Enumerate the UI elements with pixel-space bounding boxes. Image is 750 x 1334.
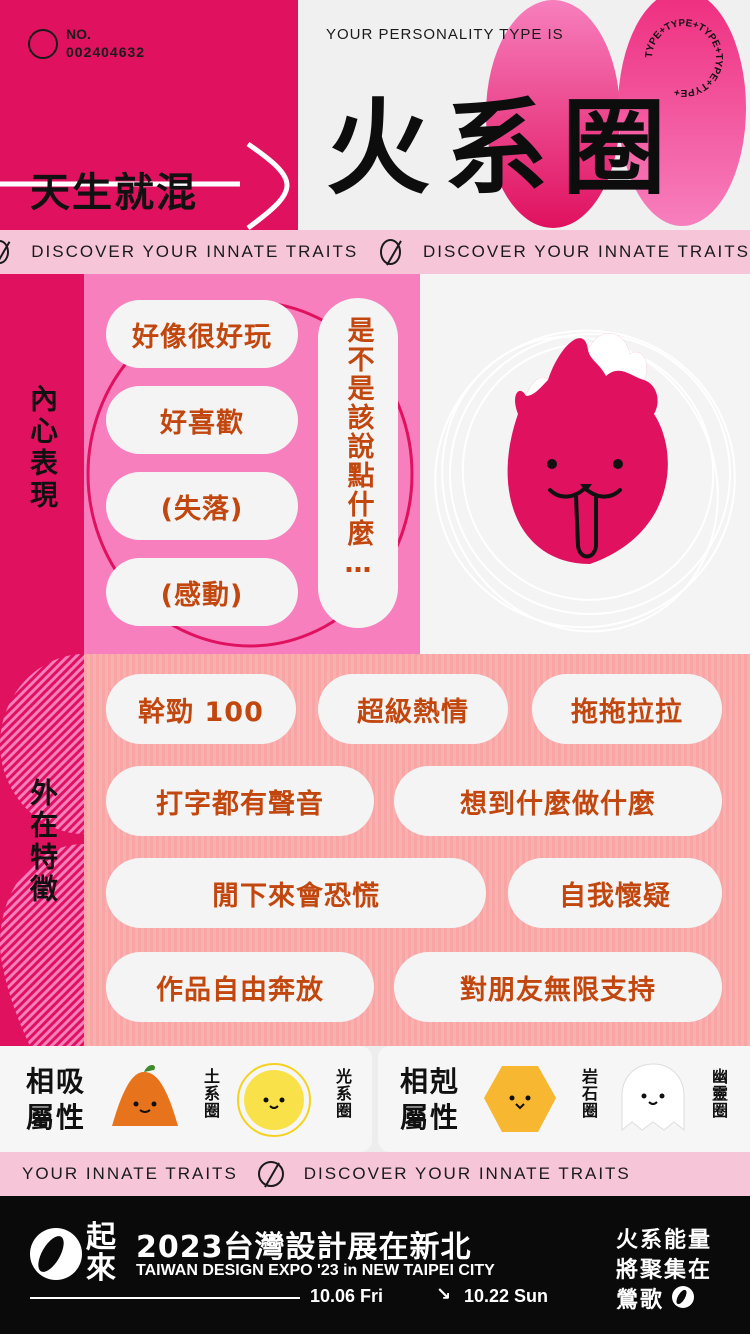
personality-caption: YOUR PERSONALITY TYPE IS xyxy=(326,26,564,43)
type-badge-icon: TYPE+TYPE+TYPE+TYPE+TYPE+ xyxy=(644,18,724,98)
inner-vertical-pill: 是不是該說點什麼… xyxy=(318,298,398,628)
type-title: 火系圈 xyxy=(326,87,681,209)
date-start: 10.06 Fri xyxy=(310,1286,384,1306)
number-value: 002404632 xyxy=(66,44,146,60)
inner-pill-3: (失落) xyxy=(106,472,298,540)
expo-title: 2023台灣設計展在新北 xyxy=(136,1230,472,1265)
inner-section-label: 內心表現 xyxy=(26,384,59,512)
swoosh-arrow-icon xyxy=(0,141,290,230)
footer: 起來 2023台灣設計展在新北 TAIWAN DESIGN EXPO '23 i… xyxy=(0,1196,750,1334)
inner-section: 內心表現 好像很好玩 好喜歡 (失落) (感動) 是不是該說點什麼… xyxy=(0,274,750,654)
inner-pill-1: 好像很好玩 xyxy=(106,300,298,368)
attract-item-1: 土系圈 xyxy=(201,1068,220,1119)
marquee-top-text-2: DISCOVER YOUR INNATE TRAITS xyxy=(423,242,750,261)
rock-mascot-icon xyxy=(484,1066,556,1132)
slash-circle-icon xyxy=(380,239,403,266)
outer-pill-4: 打字都有聲音 xyxy=(106,766,374,836)
tagline-line-3: 鶯歌 xyxy=(616,1288,665,1313)
outer-section-label: 外在特徵 xyxy=(26,778,59,906)
tagline-line-1: 火系能量 xyxy=(616,1228,713,1253)
number-label: NO. xyxy=(66,26,91,42)
header: NO. 002404632 天生就混 TYPE+TYPE+TYPE+TYPE+T… xyxy=(0,0,750,230)
marquee-bottom-text-1: YOUR INNATE TRAITS xyxy=(22,1164,238,1183)
inner-pill-4: (感動) xyxy=(106,558,298,626)
outer-pill-1: 幹勁 100 xyxy=(106,674,296,744)
marquee-top-text-1: DISCOVER YOUR INNATE TRAITS xyxy=(31,242,359,261)
outer-pill-7: 自我懷疑 xyxy=(508,858,722,928)
outer-pill-6: 閒下來會恐慌 xyxy=(106,858,486,928)
slash-circle-icon xyxy=(0,240,11,265)
compat-section: 相吸屬性 土系圈 光系圈 相剋屬性 岩石圈 幽靈圈 xyxy=(0,1046,750,1152)
date-end: 10.22 Sun xyxy=(464,1286,549,1306)
inner-pill-2: 好喜歡 xyxy=(106,386,298,454)
tagline-line-2: 將聚集在 xyxy=(616,1258,713,1283)
expo-subtitle: TAIWAN DESIGN EXPO '23 in NEW TAIPEI CIT… xyxy=(136,1262,495,1279)
date-arrow-icon: ↘ xyxy=(436,1284,452,1305)
marquee-top: DISCOVER YOUR INNATE TRAITS DISCOVER YOU… xyxy=(0,230,750,274)
repel-label: 相剋屬性 xyxy=(400,1065,461,1134)
left-title: 天生就混 xyxy=(30,170,198,216)
repel-item-2: 幽靈圈 xyxy=(709,1068,728,1119)
earth-mascot-icon xyxy=(112,1065,178,1126)
svg-text:TYPE+TYPE+TYPE+TYPE+TYPE+: TYPE+TYPE+TYPE+TYPE+TYPE+ xyxy=(644,18,724,98)
attract-item-2: 光系圈 xyxy=(333,1068,352,1119)
outer-pill-3: 拖拖拉拉 xyxy=(532,674,722,744)
outer-section: 外在特徵 幹勁 100 超級熱情 拖拖拉拉 打字都有聲音 想到什麼做什麼 閒下來… xyxy=(0,654,750,1046)
outer-pill-9: 對朋友無限支持 xyxy=(394,952,722,1022)
outer-pill-2: 超級熱情 xyxy=(318,674,508,744)
number-circle-icon xyxy=(28,29,58,59)
outer-stripe-shapes xyxy=(0,654,84,1046)
repel-card xyxy=(378,1046,750,1152)
repel-item-1: 岩石圈 xyxy=(579,1068,598,1119)
ghost-mascot-icon xyxy=(621,1063,685,1132)
attract-label: 相吸屬性 xyxy=(26,1065,87,1134)
light-mascot-icon xyxy=(237,1063,311,1137)
outer-pill-8: 作品自由奔放 xyxy=(106,952,374,1022)
fire-mascot-illustration xyxy=(434,329,736,633)
outer-pill-5: 想到什麼做什麼 xyxy=(394,766,722,836)
inner-magenta-bar xyxy=(0,274,84,654)
marquee-bottom: YOUR INNATE TRAITS DISCOVER YOUR INNATE … xyxy=(0,1152,750,1196)
pink-ellipse-2 xyxy=(618,0,746,226)
slash-circle-icon xyxy=(257,1161,284,1188)
logo-text: 起來 xyxy=(86,1220,116,1286)
marquee-bottom-text-2: DISCOVER YOUR INNATE TRAITS xyxy=(303,1164,631,1183)
pink-ellipse-1 xyxy=(486,0,620,228)
footer-divider-line xyxy=(30,1297,300,1299)
